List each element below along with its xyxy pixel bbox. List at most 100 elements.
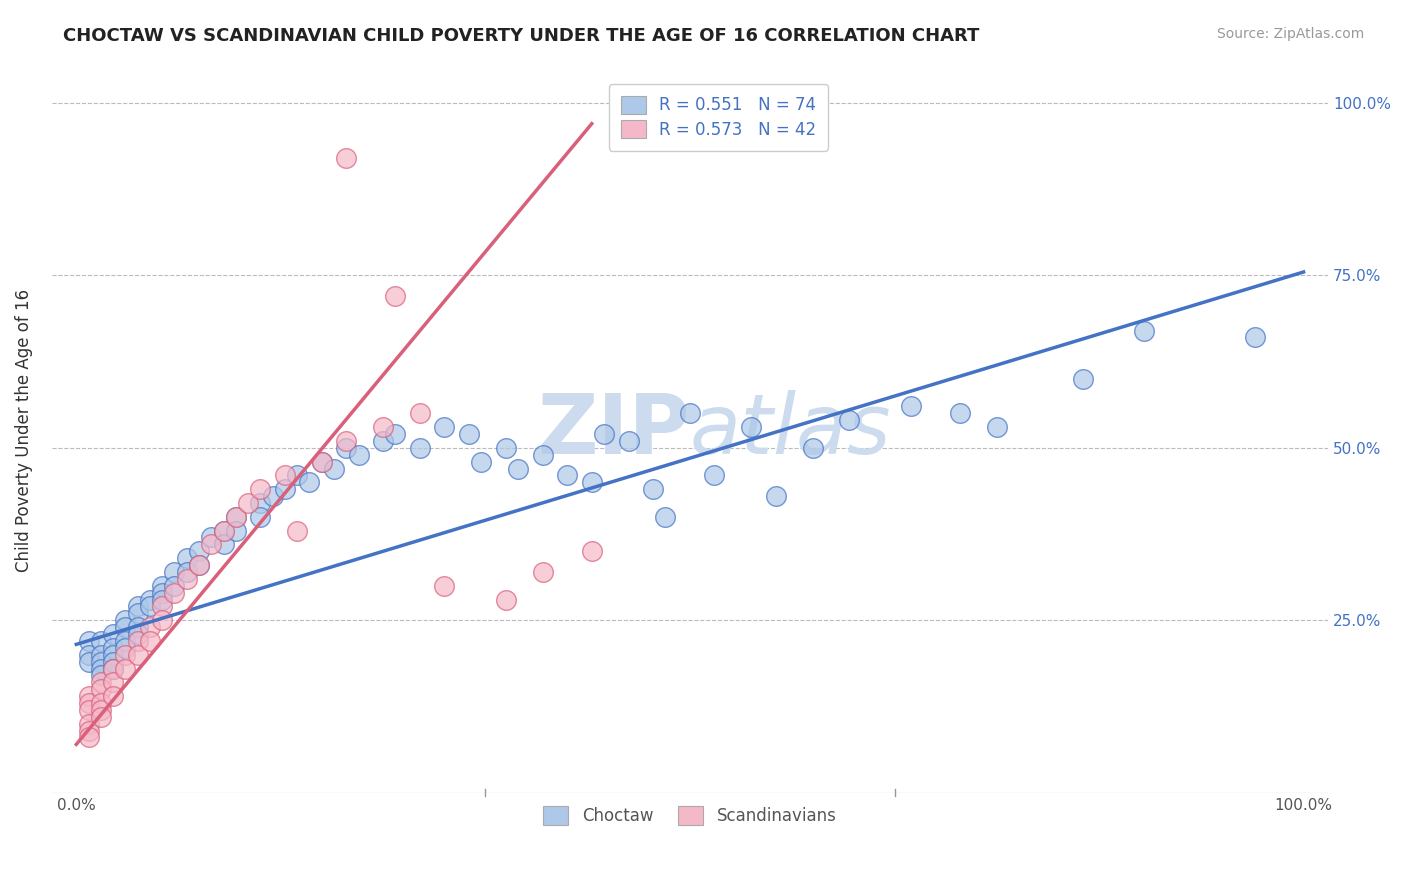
Point: [90, 655, 112, 669]
Point: [127, 620, 149, 634]
Point: [1243, 330, 1265, 344]
Point: [470, 455, 492, 469]
Point: [347, 448, 370, 462]
Point: [249, 509, 271, 524]
Point: [127, 599, 149, 614]
Point: [409, 406, 432, 420]
Point: [262, 489, 284, 503]
Point: [188, 558, 211, 572]
Point: [236, 496, 259, 510]
Point: [285, 524, 308, 538]
Point: [114, 661, 136, 675]
Point: [654, 509, 676, 524]
Point: [740, 420, 762, 434]
Point: [212, 537, 235, 551]
Point: [249, 496, 271, 510]
Point: [188, 544, 211, 558]
Point: [77, 655, 100, 669]
Point: [1071, 372, 1094, 386]
Point: [77, 716, 100, 731]
Point: [176, 572, 198, 586]
Point: [581, 544, 603, 558]
Point: [139, 592, 162, 607]
Point: [163, 565, 186, 579]
Point: [188, 558, 211, 572]
Point: [101, 648, 124, 662]
Point: [90, 703, 112, 717]
Point: [101, 640, 124, 655]
Point: [114, 620, 136, 634]
Point: [371, 434, 394, 448]
Point: [371, 420, 394, 434]
Point: [900, 400, 922, 414]
Point: [225, 524, 247, 538]
Point: [384, 427, 406, 442]
Point: [77, 689, 100, 703]
Point: [114, 640, 136, 655]
Point: [150, 579, 173, 593]
Point: [531, 448, 554, 462]
Point: [212, 524, 235, 538]
Point: [1133, 324, 1156, 338]
Point: [531, 565, 554, 579]
Point: [101, 661, 124, 675]
Point: [801, 441, 824, 455]
Point: [90, 675, 112, 690]
Point: [643, 482, 665, 496]
Point: [114, 648, 136, 662]
Point: [150, 613, 173, 627]
Point: [77, 731, 100, 745]
Point: [176, 551, 198, 566]
Point: [77, 648, 100, 662]
Point: [225, 509, 247, 524]
Point: [114, 634, 136, 648]
Point: [101, 627, 124, 641]
Point: [150, 585, 173, 599]
Point: [838, 413, 860, 427]
Point: [581, 475, 603, 490]
Point: [127, 627, 149, 641]
Point: [384, 289, 406, 303]
Point: [77, 703, 100, 717]
Point: [986, 420, 1008, 434]
Point: [508, 461, 530, 475]
Point: [150, 592, 173, 607]
Point: [139, 620, 162, 634]
Point: [90, 634, 112, 648]
Point: [212, 524, 235, 538]
Point: [90, 682, 112, 697]
Point: [274, 482, 297, 496]
Point: [114, 613, 136, 627]
Point: [77, 634, 100, 648]
Point: [495, 592, 517, 607]
Point: [90, 668, 112, 682]
Legend: Choctaw, Scandinavians: Choctaw, Scandinavians: [533, 797, 846, 835]
Point: [409, 441, 432, 455]
Point: [90, 710, 112, 724]
Point: [617, 434, 640, 448]
Point: [298, 475, 321, 490]
Point: [311, 455, 333, 469]
Point: [101, 661, 124, 675]
Point: [176, 565, 198, 579]
Point: [127, 634, 149, 648]
Text: CHOCTAW VS SCANDINAVIAN CHILD POVERTY UNDER THE AGE OF 16 CORRELATION CHART: CHOCTAW VS SCANDINAVIAN CHILD POVERTY UN…: [63, 27, 980, 45]
Point: [593, 427, 616, 442]
Point: [703, 468, 725, 483]
Point: [200, 531, 222, 545]
Point: [90, 648, 112, 662]
Point: [335, 434, 357, 448]
Point: [311, 455, 333, 469]
Text: ZIP: ZIP: [537, 390, 690, 471]
Point: [139, 599, 162, 614]
Point: [495, 441, 517, 455]
Point: [433, 420, 456, 434]
Point: [765, 489, 787, 503]
Point: [949, 406, 972, 420]
Point: [127, 648, 149, 662]
Point: [335, 151, 357, 165]
Point: [101, 675, 124, 690]
Point: [555, 468, 578, 483]
Point: [679, 406, 702, 420]
Point: [200, 537, 222, 551]
